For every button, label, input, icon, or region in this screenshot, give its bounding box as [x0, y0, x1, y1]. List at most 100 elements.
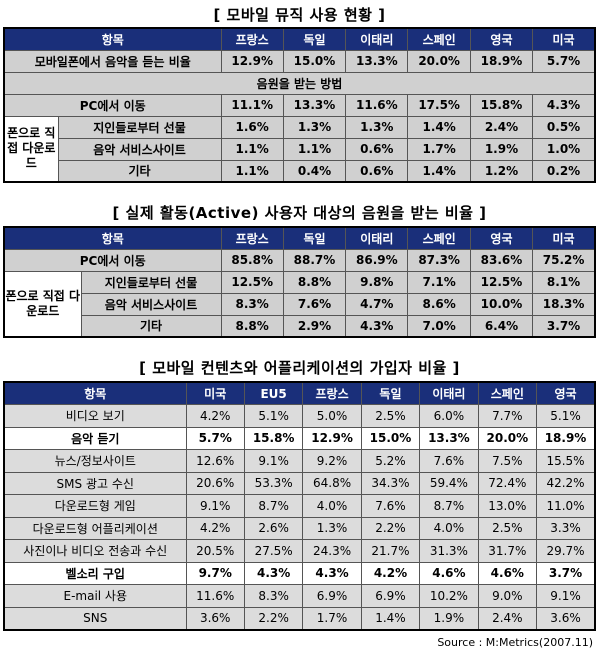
subheader-row: 음원을 받는 방법	[3, 71, 596, 95]
value-cell: 20.0%	[407, 49, 471, 73]
value-cell: 31.3%	[419, 539, 479, 563]
value-cell: 4.3%	[243, 561, 304, 585]
value-cell: 18.9%	[469, 49, 534, 73]
value-cell: 15.5%	[536, 449, 596, 473]
row-label: SNS	[3, 606, 187, 630]
value-cell: 72.4%	[477, 471, 538, 495]
header-country: 독일	[360, 381, 421, 405]
table-row: 폰으로 직접 다운로드 지인들로부터 선물 12.5% 8.8% 9.8% 7.1% 12.…	[3, 270, 596, 338]
value-cell: 1.3%	[345, 115, 409, 139]
row-label: 비디오 보기	[3, 404, 187, 428]
value-cell: 15.0%	[282, 49, 347, 73]
table-row: 음악 서비스사이트 8.3% 7.6% 4.7% 8.6% 10.0% 18.3%	[4, 292, 596, 316]
value-cell: 9.1%	[536, 584, 596, 608]
value-cell: 8.8%	[220, 314, 284, 338]
header-item: 항목	[3, 27, 222, 51]
table-row: SNS 3.6% 2.2% 1.7% 1.4% 1.9% 2.4% 3.6%	[3, 606, 596, 630]
table-row: 기타 8.8% 2.9% 4.3% 7.0% 6.4% 3.7%	[4, 314, 596, 338]
value-cell: 1.4%	[407, 159, 471, 183]
table-row: 폰으로 직접 다운로드 지인들로부터 선물 1.6% 1.3% 1.3% 1.4% 2.4%…	[3, 115, 596, 183]
value-cell: 0.2%	[532, 159, 596, 183]
row-label: 음악 서비스사이트	[80, 292, 222, 316]
value-cell: 8.1%	[532, 270, 596, 294]
header-item: 항목	[3, 226, 222, 250]
value-cell: 5.0%	[302, 404, 362, 428]
value-cell: 1.3%	[282, 115, 347, 139]
value-cell: 4.6%	[477, 561, 538, 585]
row-label: 모바일폰에서 음악을 듣는 비율	[3, 49, 222, 73]
value-cell: 4.3%	[345, 314, 409, 338]
value-cell: 18.9%	[536, 426, 596, 450]
value-cell: 87.3%	[407, 248, 471, 272]
value-cell: 8.7%	[243, 494, 304, 518]
table1-title: [ 모바일 뮤직 사용 현황 ]	[213, 6, 386, 24]
value-cell: 5.1%	[243, 404, 304, 428]
header-country: 프랑스	[220, 226, 284, 250]
header-country: 미국	[185, 381, 245, 405]
value-cell: 1.9%	[419, 606, 479, 630]
row-label: PC에서 이동	[3, 248, 222, 272]
value-cell: 1.1%	[220, 159, 284, 183]
subheader-label: 음원을 받는 방법	[3, 71, 596, 95]
value-cell: 1.6%	[220, 115, 284, 139]
value-cell: 4.3%	[532, 93, 596, 117]
header-country: 스페인	[407, 27, 471, 51]
value-cell: 11.1%	[220, 93, 284, 117]
row-label: 음악 서비스사이트	[57, 137, 222, 161]
value-cell: 85.8%	[220, 248, 284, 272]
value-cell: 1.1%	[282, 137, 347, 161]
value-cell: 13.0%	[477, 494, 538, 518]
value-cell: 9.1%	[185, 494, 245, 518]
value-cell: 3.6%	[185, 606, 245, 630]
value-cell: 88.7%	[282, 248, 347, 272]
value-cell: 34.3%	[360, 471, 421, 495]
table-row: PC에서 이동 85.8% 88.7% 86.9% 87.3% 83.6% 75.2%	[3, 248, 596, 272]
value-cell: 4.3%	[302, 561, 362, 585]
row-label: 지인들로부터 선물	[57, 115, 222, 139]
value-cell: 11.0%	[536, 494, 596, 518]
header-row: 항목 프랑스 독일 이태리 스페인 영국 미국	[3, 226, 596, 250]
value-cell: 8.6%	[407, 292, 471, 316]
value-cell: 4.6%	[419, 561, 479, 585]
value-cell: 18.3%	[532, 292, 596, 316]
value-cell: 0.6%	[345, 137, 409, 161]
header-country: 영국	[536, 381, 596, 405]
table-row: PC에서 이동 11.1% 13.3% 11.6% 17.5% 15.8% 4.3%	[3, 93, 596, 117]
value-cell: 10.0%	[469, 292, 534, 316]
value-cell: 2.5%	[477, 516, 538, 540]
value-cell: 7.6%	[360, 494, 421, 518]
value-cell: 0.4%	[282, 159, 347, 183]
value-cell: 13.3%	[282, 93, 347, 117]
value-cell: 31.7%	[477, 539, 538, 563]
header-country: 독일	[282, 27, 347, 51]
mobile-music-usage-table: 항목 프랑스 독일 이태리 스페인 영국 미국 모바일폰에서 음악을 듣는 비율 12.9% 15…	[3, 27, 596, 183]
value-cell: 29.7%	[536, 539, 596, 563]
header-country: 미국	[532, 226, 596, 250]
value-cell: 8.8%	[282, 270, 347, 294]
table-row: 사진이나 비디오 전송과 수신 20.5% 27.5% 24.3% 21.7% 31.3%…	[3, 539, 596, 563]
header-country: 영국	[469, 27, 534, 51]
row-label: 지인들로부터 선물	[80, 270, 222, 294]
group-label: 폰으로 직접 다운로드	[3, 270, 82, 338]
value-cell: 42.2%	[536, 471, 596, 495]
header-country: EU5	[243, 381, 304, 405]
header-row: 항목 프랑스 독일 이태리 스페인 영국 미국	[3, 27, 596, 51]
value-cell: 3.6%	[536, 606, 596, 630]
value-cell: 7.6%	[419, 449, 479, 473]
value-cell: 1.4%	[360, 606, 421, 630]
table-row: 벨소리 구입 9.7% 4.3% 4.3% 4.2% 4.6% 4.6% 3.7%	[3, 561, 596, 585]
value-cell: 12.5%	[469, 270, 534, 294]
value-cell: 27.5%	[243, 539, 304, 563]
row-label: SMS 광고 수신	[3, 471, 187, 495]
value-cell: 1.7%	[302, 606, 362, 630]
table-row: 음악 듣기 5.7% 15.8% 12.9% 15.0% 13.3% 20.0% 18.9%	[3, 426, 596, 450]
value-cell: 8.3%	[220, 292, 284, 316]
value-cell: 7.0%	[407, 314, 471, 338]
row-label: 사진이나 비디오 전송과 수신	[3, 539, 187, 563]
value-cell: 9.1%	[243, 449, 304, 473]
value-cell: 5.2%	[360, 449, 421, 473]
value-cell: 75.2%	[532, 248, 596, 272]
value-cell: 1.0%	[532, 137, 596, 161]
value-cell: 20.0%	[477, 426, 538, 450]
value-cell: 2.4%	[469, 115, 534, 139]
